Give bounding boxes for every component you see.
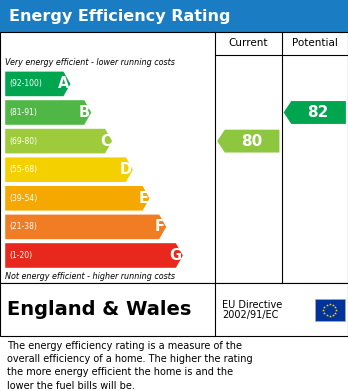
Text: 2002/91/EC: 2002/91/EC — [222, 310, 278, 320]
Text: A: A — [58, 76, 69, 91]
Text: E: E — [138, 191, 148, 206]
Text: Not energy efficient - higher running costs: Not energy efficient - higher running co… — [5, 272, 175, 281]
Polygon shape — [5, 186, 150, 211]
Text: C: C — [100, 134, 111, 149]
Text: B: B — [79, 105, 90, 120]
Text: (21-38): (21-38) — [9, 222, 37, 231]
Text: (92-100): (92-100) — [9, 79, 42, 88]
Text: (39-54): (39-54) — [9, 194, 38, 203]
Polygon shape — [5, 158, 133, 182]
Bar — [0, 0, 348, 32]
Bar — [315, 299, 345, 321]
Text: The energy efficiency rating is a measure of the
overall efficiency of a home. T: The energy efficiency rating is a measur… — [7, 341, 253, 391]
Text: (1-20): (1-20) — [9, 251, 32, 260]
Text: Very energy efficient - lower running costs: Very energy efficient - lower running co… — [5, 57, 175, 67]
Text: (81-91): (81-91) — [9, 108, 37, 117]
Text: G: G — [169, 248, 181, 263]
Text: Potential: Potential — [292, 38, 338, 48]
Polygon shape — [5, 129, 112, 153]
Text: 82: 82 — [308, 105, 329, 120]
Polygon shape — [284, 101, 346, 124]
Text: EU Directive: EU Directive — [222, 300, 282, 310]
Text: (55-68): (55-68) — [9, 165, 38, 174]
Text: Energy Efficiency Rating: Energy Efficiency Rating — [9, 9, 230, 23]
Text: D: D — [119, 162, 132, 177]
Text: England & Wales: England & Wales — [7, 300, 191, 319]
Text: (69-80): (69-80) — [9, 136, 38, 145]
Polygon shape — [217, 130, 279, 152]
Bar — [0, 283, 348, 336]
Bar — [0, 32, 348, 283]
Text: 80: 80 — [241, 134, 262, 149]
Polygon shape — [5, 100, 91, 125]
Text: F: F — [155, 219, 165, 234]
Text: Current: Current — [229, 38, 268, 48]
Polygon shape — [5, 72, 70, 96]
Polygon shape — [5, 243, 183, 268]
Polygon shape — [5, 215, 166, 239]
